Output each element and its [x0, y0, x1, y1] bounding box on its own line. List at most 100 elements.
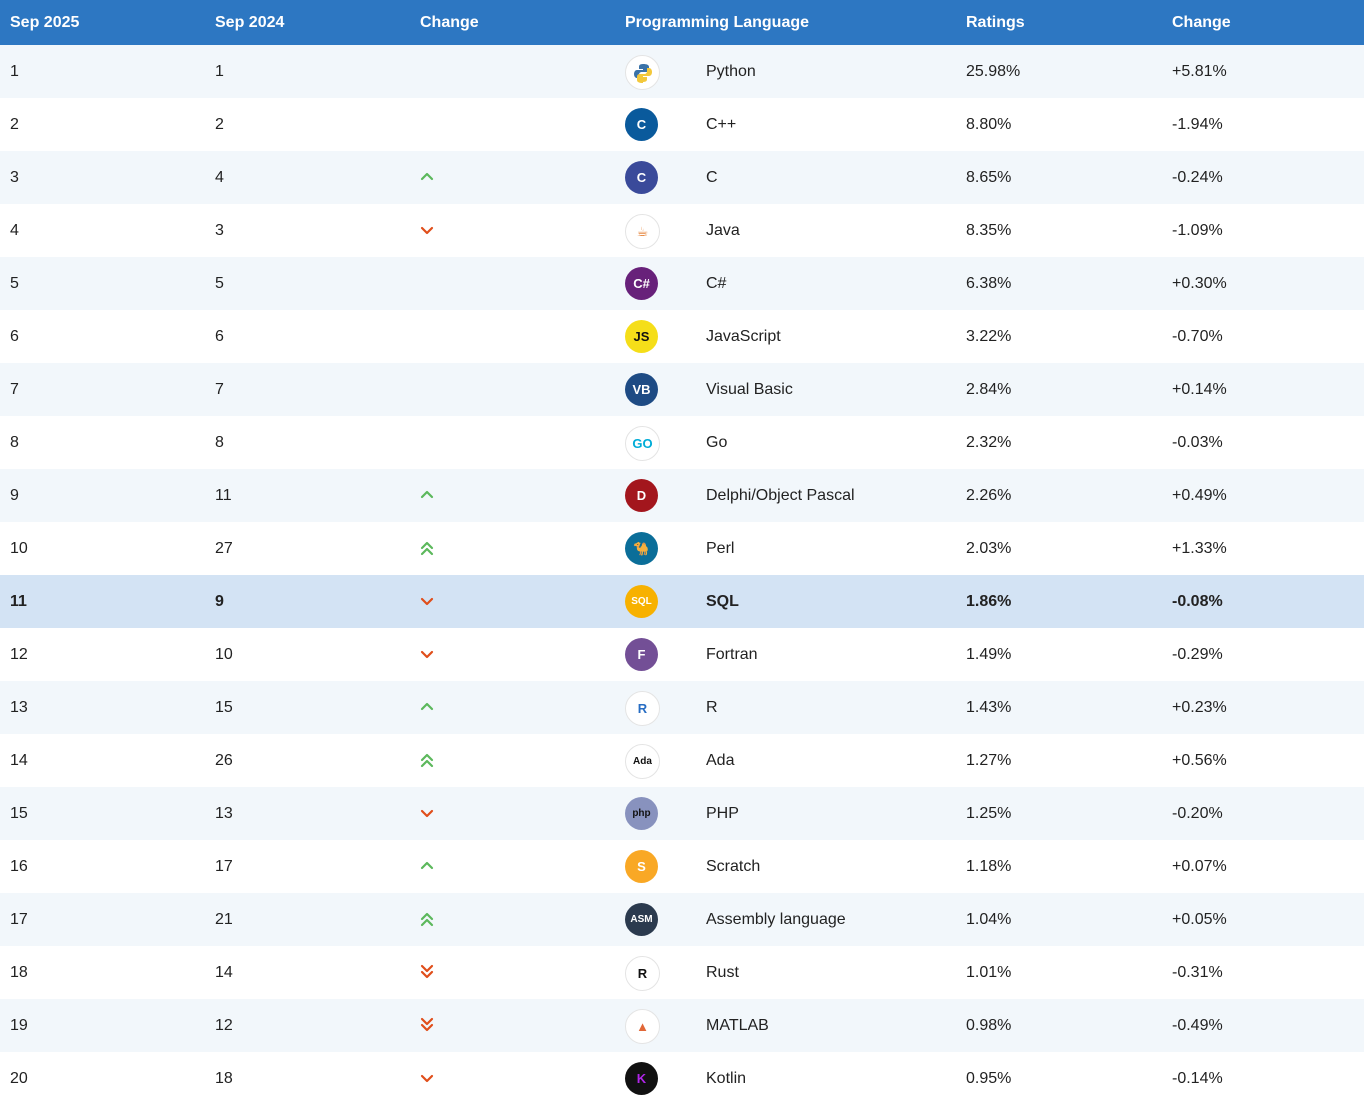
rating-value: 2.84%: [966, 380, 1012, 398]
rating-change: +0.56%: [1172, 751, 1227, 769]
table-row[interactable]: 20 18 K Kotlin 0.95% -0.14%: [0, 1052, 1364, 1105]
rank-current: 16: [10, 857, 28, 875]
rating-value: 0.95%: [966, 1069, 1012, 1087]
table-row[interactable]: 2 2 C C++ 8.80% -1.94%: [0, 98, 1364, 151]
scratch-logo: S: [625, 850, 658, 883]
sql-logo: SQL: [625, 585, 658, 618]
language-name: Python: [706, 62, 756, 80]
language-name: MATLAB: [706, 1016, 769, 1034]
trend-up2-icon: [418, 910, 436, 928]
ada-logo: Ada: [625, 744, 660, 779]
header-rating-change[interactable]: Change: [1172, 13, 1231, 31]
rating-value: 2.26%: [966, 486, 1012, 504]
kotlin-logo-icon: K: [625, 1062, 658, 1095]
rating-change: +0.05%: [1172, 910, 1227, 928]
language-name: Fortran: [706, 645, 758, 663]
trend-up2-icon: [418, 539, 436, 557]
trend-down-icon: [418, 592, 436, 610]
c-logo-icon: C: [625, 161, 658, 194]
table-row[interactable]: 18 14 R Rust 1.01% -0.31%: [0, 946, 1364, 999]
trend-none: [418, 380, 436, 398]
table-row[interactable]: 13 15 R R 1.43% +0.23%: [0, 681, 1364, 734]
rating-change: +0.30%: [1172, 274, 1227, 292]
table-row[interactable]: 15 13 php PHP 1.25% -0.20%: [0, 787, 1364, 840]
table-row[interactable]: 10 27 🐪 Perl 2.03% +1.33%: [0, 522, 1364, 575]
header-previous-month[interactable]: Sep 2024: [215, 13, 285, 31]
trend-up-icon: [418, 168, 436, 186]
language-name: PHP: [706, 804, 739, 822]
python-logo: [625, 55, 660, 90]
c-logo: C: [625, 161, 658, 194]
rank-previous: 12: [215, 1016, 233, 1034]
rank-current: 10: [10, 539, 28, 557]
language-name: Perl: [706, 539, 735, 557]
table-row[interactable]: 11 9 SQL SQL 1.86% -0.08%: [0, 575, 1364, 628]
table-row[interactable]: 12 10 F Fortran 1.49% -0.29%: [0, 628, 1364, 681]
table-row[interactable]: 14 26 Ada Ada 1.27% +0.56%: [0, 734, 1364, 787]
trend-up2-icon: [418, 751, 436, 769]
rating-change: -0.29%: [1172, 645, 1223, 663]
visual-basic-logo: VB: [625, 373, 658, 406]
rating-value: 1.49%: [966, 645, 1012, 663]
language-name: Java: [706, 221, 740, 239]
table-row[interactable]: 3 4 C C 8.65% -0.24%: [0, 151, 1364, 204]
rating-value: 2.03%: [966, 539, 1012, 557]
java-logo-icon: ☕: [625, 214, 660, 249]
table-row[interactable]: 6 6 JS JavaScript 3.22% -0.70%: [0, 310, 1364, 363]
trend-down-icon: [418, 1069, 436, 1087]
csharp-logo: C#: [625, 267, 658, 300]
visual-basic-logo-icon: VB: [625, 373, 658, 406]
trend-up-icon: [418, 857, 436, 875]
header-change[interactable]: Change: [420, 13, 479, 31]
table-row[interactable]: 8 8 GO Go 2.32% -0.03%: [0, 416, 1364, 469]
rank-previous: 9: [215, 592, 224, 610]
sql-logo-icon: SQL: [625, 585, 658, 618]
fortran-logo: F: [625, 638, 658, 671]
rank-current: 3: [10, 168, 19, 186]
table-row[interactable]: 9 11 D Delphi/Object Pascal 2.26% +0.49%: [0, 469, 1364, 522]
rating-value: 25.98%: [966, 62, 1021, 80]
rating-change: -0.49%: [1172, 1016, 1223, 1034]
table-row[interactable]: 17 21 ASM Assembly language 1.04% +0.05%: [0, 893, 1364, 946]
language-name: C: [706, 168, 718, 186]
trend-none: [418, 433, 436, 451]
rank-current: 9: [10, 486, 19, 504]
kotlin-logo: K: [625, 1062, 658, 1095]
rank-current: 15: [10, 804, 28, 822]
javascript-logo: JS: [625, 320, 658, 353]
ada-logo-icon: Ada: [625, 744, 660, 779]
rank-previous: 4: [215, 168, 224, 186]
rank-current: 6: [10, 327, 19, 345]
rank-current: 17: [10, 910, 28, 928]
trend-up-icon: [418, 486, 436, 504]
language-name: Visual Basic: [706, 380, 793, 398]
rank-previous: 1: [215, 62, 224, 80]
java-logo: ☕: [625, 214, 660, 249]
trend-down2-icon: [418, 963, 436, 981]
language-name: Kotlin: [706, 1069, 747, 1087]
header-language[interactable]: Programming Language: [625, 13, 810, 31]
rank-previous: 14: [215, 963, 233, 981]
rank-previous: 5: [215, 274, 224, 292]
trend-none: [418, 62, 436, 80]
rating-change: +0.07%: [1172, 857, 1227, 875]
header-current-month[interactable]: Sep 2025: [10, 13, 80, 31]
table-row[interactable]: 1 1 Python 25.98% +5.81%: [0, 45, 1364, 98]
table-row[interactable]: 5 5 C# C# 6.38% +0.30%: [0, 257, 1364, 310]
rank-previous: 26: [215, 751, 233, 769]
language-name: Scratch: [706, 857, 761, 875]
table-row[interactable]: 16 17 S Scratch 1.18% +0.07%: [0, 840, 1364, 893]
language-name: R: [706, 698, 718, 716]
rank-current: 7: [10, 380, 19, 398]
rating-change: -1.94%: [1172, 115, 1223, 133]
table-row[interactable]: 4 3 ☕ Java 8.35% -1.09%: [0, 204, 1364, 257]
table-row[interactable]: 19 12 ▲ MATLAB 0.98% -0.49%: [0, 999, 1364, 1052]
header-ratings[interactable]: Ratings: [966, 13, 1025, 31]
rank-previous: 13: [215, 804, 233, 822]
rating-change: -0.03%: [1172, 433, 1223, 451]
language-name: C++: [706, 115, 737, 133]
trend-up-icon: [418, 698, 436, 716]
rank-current: 5: [10, 274, 19, 292]
table-row[interactable]: 7 7 VB Visual Basic 2.84% +0.14%: [0, 363, 1364, 416]
